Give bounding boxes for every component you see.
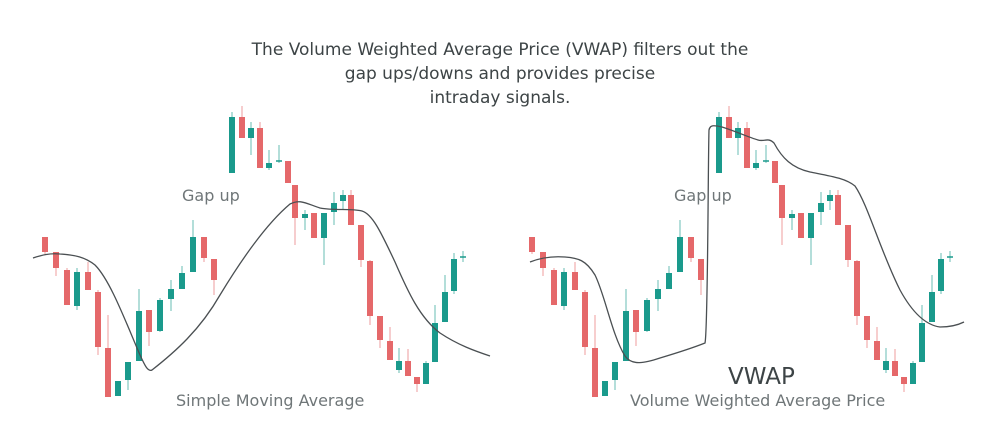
bearish-candle — [551, 270, 557, 305]
bullish-candle — [157, 300, 163, 331]
right-candlestick-series — [529, 106, 953, 397]
bullish-candle — [115, 381, 121, 396]
bearish-candle — [367, 261, 373, 316]
bullish-candle — [396, 361, 402, 370]
bearish-candle — [377, 316, 383, 340]
sma-label: Simple Moving Average — [176, 391, 365, 410]
bullish-candle — [423, 363, 429, 384]
bullish-candle — [789, 214, 795, 218]
bullish-candle — [910, 363, 916, 384]
bearish-candle — [798, 213, 804, 238]
bearish-candle — [779, 185, 785, 218]
bullish-candle — [125, 362, 131, 380]
bearish-candle — [85, 272, 91, 290]
bullish-candle — [929, 292, 935, 322]
bearish-candle — [257, 128, 263, 168]
bullish-candle — [340, 195, 346, 201]
bullish-candle — [331, 203, 337, 212]
bearish-candle — [845, 225, 851, 260]
bullish-candle — [432, 323, 438, 362]
bearish-candle — [414, 377, 420, 384]
bullish-candle — [321, 213, 327, 238]
bearish-candle — [358, 225, 364, 260]
bullish-candle — [808, 213, 814, 238]
caption-line-3: intraday signals. — [429, 88, 571, 108]
bullish-candle — [136, 311, 142, 361]
bearish-candle — [698, 259, 704, 280]
vwap-title: VWAP — [728, 364, 795, 390]
bullish-candle — [302, 214, 308, 218]
bullish-candle — [623, 311, 629, 361]
bearish-candle — [285, 161, 291, 183]
bullish-candle — [666, 273, 672, 289]
bearish-candle — [387, 341, 393, 360]
bullish-candle — [655, 289, 661, 299]
bearish-candle — [53, 252, 59, 268]
bullish-candle — [818, 203, 824, 212]
bearish-candle — [95, 292, 101, 347]
bullish-candle — [883, 361, 889, 370]
bearish-candle — [592, 348, 598, 397]
bullish-candle — [190, 237, 196, 272]
bearish-candle — [744, 128, 750, 168]
bearish-candle — [529, 237, 535, 252]
bearish-candle — [864, 316, 870, 340]
bearish-candle — [835, 195, 841, 225]
bearish-candle — [726, 117, 732, 138]
bullish-candle — [753, 163, 759, 168]
bearish-candle — [405, 361, 411, 376]
right-gap-up-label: Gap up — [674, 186, 732, 205]
bullish-candle — [644, 300, 650, 331]
bullish-candle — [602, 381, 608, 396]
bullish-candle — [442, 292, 448, 322]
bullish-candle — [74, 272, 80, 306]
bullish-candle — [919, 323, 925, 362]
bearish-candle — [582, 292, 588, 347]
caption-line-2: gap ups/downs and provides precise — [344, 64, 656, 84]
bullish-candle — [612, 362, 618, 380]
bearish-candle — [874, 341, 880, 360]
bearish-candle — [201, 237, 207, 258]
bullish-candle — [168, 289, 174, 299]
bearish-candle — [854, 261, 860, 316]
bearish-candle — [211, 259, 217, 280]
left-candlestick-series — [42, 106, 466, 397]
bullish-candle — [561, 272, 567, 306]
vwap-label: Volume Weighted Average Price — [630, 391, 886, 410]
bullish-candle — [827, 195, 833, 201]
chart-caption: The Volume Weighted Average Price (VWAP)… — [230, 38, 770, 110]
bearish-candle — [239, 117, 245, 138]
bearish-candle — [64, 270, 70, 305]
bearish-candle — [311, 213, 317, 238]
bearish-candle — [772, 161, 778, 183]
bearish-candle — [540, 252, 546, 268]
caption-line-1: The Volume Weighted Average Price (VWAP)… — [251, 40, 749, 60]
bullish-candle — [229, 117, 235, 173]
sma-line — [32, 201, 491, 372]
bearish-candle — [688, 237, 694, 258]
bullish-candle — [179, 273, 185, 289]
bullish-candle — [938, 259, 944, 291]
bearish-candle — [105, 348, 111, 397]
bearish-candle — [42, 237, 48, 252]
bullish-candle — [248, 128, 254, 138]
bullish-candle — [451, 259, 457, 291]
bullish-candle — [266, 163, 272, 168]
bearish-candle — [901, 377, 907, 384]
bearish-candle — [572, 272, 578, 290]
left-gap-up-label: Gap up — [182, 186, 240, 205]
bearish-candle — [146, 310, 152, 332]
bearish-candle — [892, 361, 898, 376]
bullish-candle — [677, 237, 683, 272]
bearish-candle — [633, 310, 639, 332]
vwap-line — [529, 125, 965, 364]
bullish-candle — [716, 117, 722, 173]
